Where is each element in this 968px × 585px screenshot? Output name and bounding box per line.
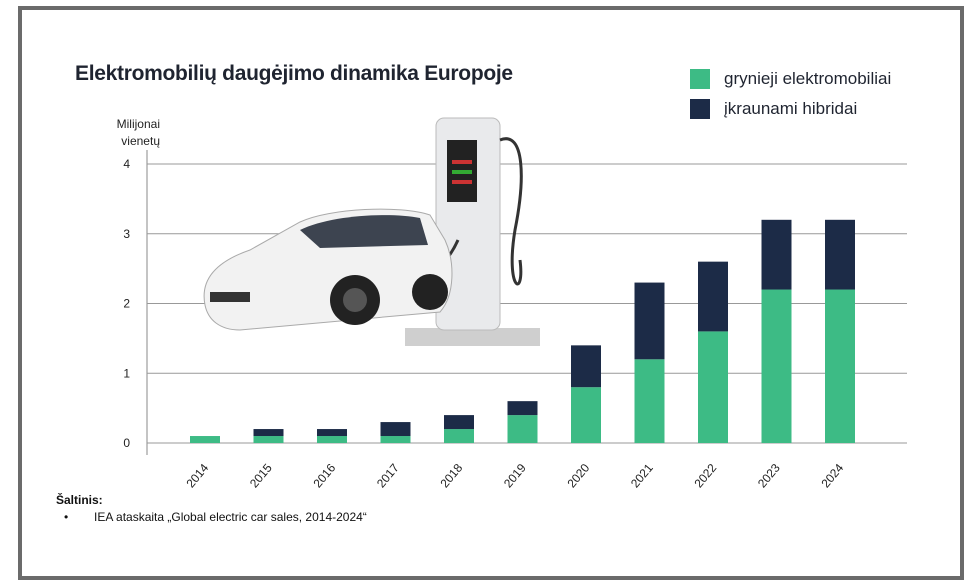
bar-bev-2020: [571, 387, 601, 443]
legend-label-phev: įkraunami hibridai: [724, 99, 858, 118]
ev-charging-illustration: [203, 117, 540, 346]
y-axis-label: Milijonai vienetų: [96, 116, 160, 150]
bar-phev-2020: [571, 345, 601, 388]
legend: grynieji elektromobiliai įkraunami hibri…: [690, 64, 891, 124]
legend-swatch-phev: [690, 99, 710, 119]
x-tick-label: 2016: [310, 461, 338, 491]
x-tick-label: 2020: [564, 461, 592, 491]
y-tick-label: 1: [123, 366, 130, 380]
source-item: • IEA ataskaita „Global electric car sal…: [56, 510, 367, 524]
bar-phev-2015: [253, 429, 284, 437]
y-tick-label: 4: [123, 157, 130, 171]
x-tick-label: 2017: [374, 461, 402, 491]
source-item-text: IEA ataskaita „Global electric car sales…: [94, 510, 367, 524]
bar-bev-2018: [444, 429, 474, 443]
legend-swatch-bev: [690, 69, 710, 89]
y-tick-label: 0: [123, 436, 130, 450]
x-tick-label: 2022: [691, 461, 719, 491]
x-tick-label: 2023: [755, 461, 783, 491]
bar-phev-2024: [825, 219, 855, 290]
y-tick-label: 2: [123, 297, 130, 311]
x-tick-label: 2014: [183, 461, 211, 491]
bar-bev-2017: [380, 436, 411, 443]
bar-phev-2016: [317, 429, 347, 437]
x-tick-label: 2018: [437, 461, 465, 491]
x-tick-label: 2015: [247, 461, 275, 491]
bar-bev-2015: [253, 436, 284, 443]
x-tick-label: 2021: [628, 461, 656, 491]
y-axis-label-line1: Milijonai: [116, 117, 160, 131]
bar-phev-2021: [634, 282, 665, 360]
bar-bev-2024: [825, 289, 855, 443]
bar-bev-2019: [507, 415, 538, 443]
source-bullet: •: [64, 510, 69, 524]
bar-bev-2016: [317, 436, 347, 443]
y-tick-label: 3: [123, 227, 130, 241]
bar-bev-2014: [190, 436, 220, 443]
x-tick-label: 2019: [501, 461, 529, 491]
bar-phev-2017: [380, 422, 411, 437]
x-tick-label: 2024: [818, 461, 846, 491]
legend-label-bev: grynieji elektromobiliai: [724, 69, 892, 88]
y-axis-label-line2: vienetų: [121, 134, 160, 148]
bar-phev-2019: [507, 401, 538, 416]
bar-phev-2018: [444, 415, 474, 430]
bar-bev-2022: [698, 331, 728, 443]
chart-title: Elektromobilių daugėjimo dinamika Europo…: [75, 62, 513, 85]
bar-phev-2022: [698, 261, 728, 332]
bar-bev-2023: [761, 289, 792, 443]
legend-item-phev: įkraunami hibridai: [690, 94, 891, 124]
source-note: Šaltinis: • IEA ataskaita „Global electr…: [56, 493, 367, 524]
legend-item-bev: grynieji elektromobiliai: [690, 64, 891, 94]
bar-bev-2021: [634, 359, 665, 443]
charger-base: [405, 328, 540, 346]
bar-phev-2023: [761, 219, 792, 290]
source-heading: Šaltinis:: [56, 493, 103, 507]
